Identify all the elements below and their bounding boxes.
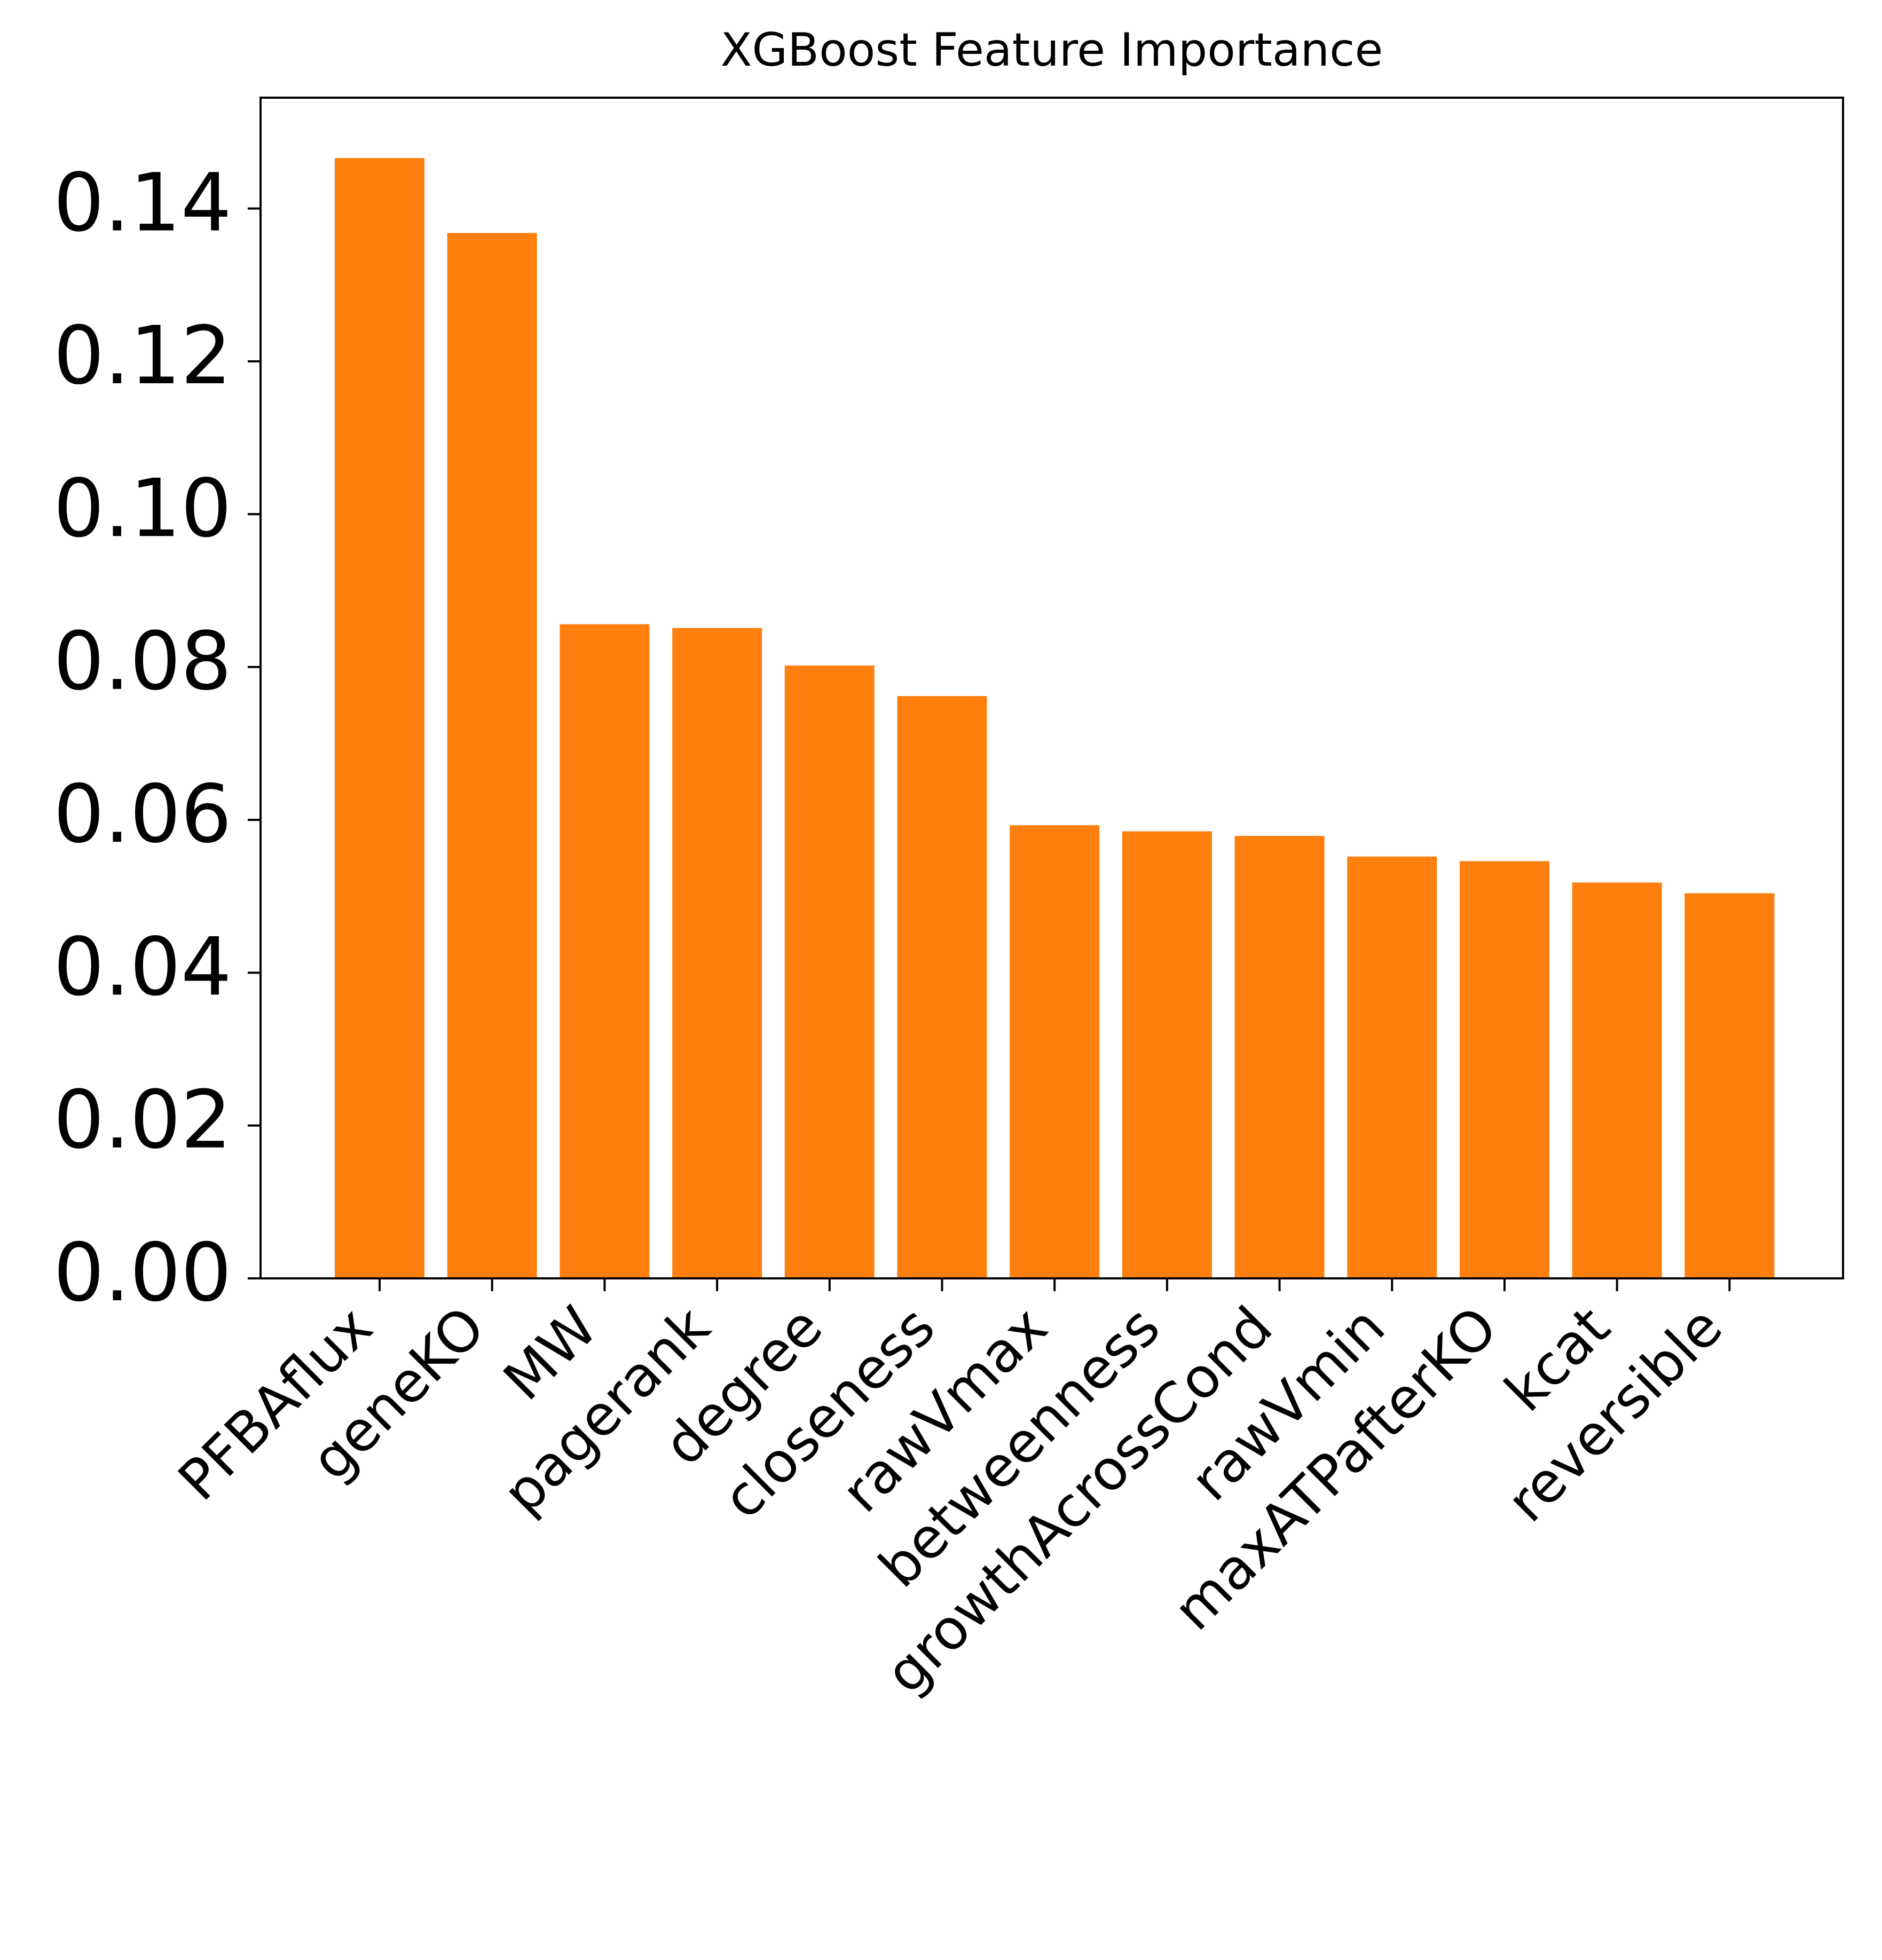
y-axis-ticks: 0.00 0.02 0.04 0.06 0.08 0.10 0.12 0.14 xyxy=(53,157,261,1319)
bar-maxATPafterKO xyxy=(1460,861,1549,1278)
x-axis-ticks: PFBAfluxgeneKOMWpagerankdegreeclosenessr… xyxy=(166,1278,1735,1706)
y-tick-label: 0.10 xyxy=(53,462,232,555)
y-tick-label: 0.04 xyxy=(53,921,232,1014)
bar-reversible xyxy=(1684,893,1775,1278)
chart-title: XGBoost Feature Importance xyxy=(721,23,1383,77)
y-tick-label: 0.12 xyxy=(53,310,232,402)
bar-rawVmax xyxy=(1010,825,1100,1278)
y-tick-label: 0.14 xyxy=(53,157,232,250)
bar-pagerank xyxy=(672,628,762,1278)
y-tick-label: 0.08 xyxy=(53,615,232,708)
bar-PFBAflux xyxy=(335,158,424,1279)
y-tick-label: 0.06 xyxy=(53,768,232,861)
bar-kcat xyxy=(1572,882,1662,1278)
bar-degree xyxy=(784,665,875,1278)
bar-rawVmin xyxy=(1347,856,1437,1278)
bar-MW xyxy=(560,624,650,1278)
y-tick-label: 0.02 xyxy=(53,1074,232,1167)
bar-closeness xyxy=(897,696,987,1278)
bars-group xyxy=(335,158,1775,1279)
bar-growthAcrossCond xyxy=(1234,836,1325,1278)
bar-geneKO xyxy=(447,233,537,1279)
plot-frame xyxy=(259,97,1844,1279)
y-tick-label: 0.00 xyxy=(53,1227,232,1319)
bar-betweenness xyxy=(1122,831,1212,1278)
